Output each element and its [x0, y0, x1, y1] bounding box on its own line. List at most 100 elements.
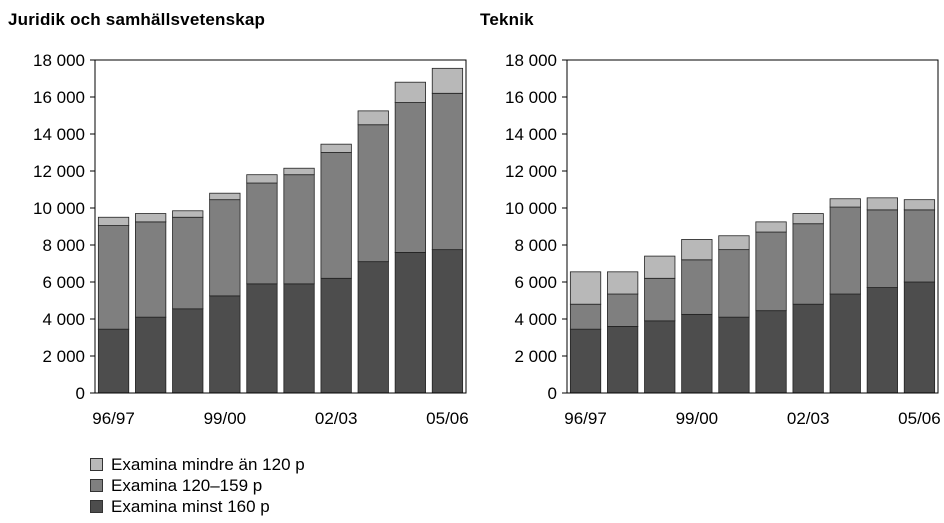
y-tick-label: 2 000: [42, 347, 85, 366]
x-tick-label: 99/00: [676, 409, 719, 428]
bar-segment: [792, 303, 824, 394]
legend-swatch: [90, 500, 103, 513]
x-tick-label: 96/97: [564, 409, 607, 428]
plot-frame: [94, 59, 467, 394]
plot-frame: [566, 59, 939, 394]
bar-segment: [569, 303, 602, 330]
bar-segment: [431, 92, 464, 251]
bar-segment: [644, 255, 676, 279]
bar-segment: [135, 316, 167, 394]
chart-title: Juridik och samhällsvetenskap: [8, 10, 266, 29]
bar-segment: [246, 283, 278, 394]
x-tick-label: 99/00: [204, 409, 247, 428]
bar-segment: [97, 225, 130, 330]
bar-segment: [431, 249, 464, 394]
bar-segment: [718, 249, 750, 318]
bar-segment: [607, 293, 639, 327]
bar-segment: [246, 174, 278, 184]
y-tick-label: 4 000: [42, 310, 85, 329]
bar-segment: [283, 167, 315, 176]
bar-segment: [903, 281, 936, 394]
y-tick-label: 6 000: [514, 273, 557, 292]
x-tick-label: 96/97: [92, 409, 135, 428]
chart-legend: Examina mindre än 120 p Examina 120–159 …: [90, 454, 305, 517]
legend-label: Examina minst 160 p: [111, 496, 270, 516]
bar-segment: [644, 277, 676, 322]
y-tick-label: 18 000: [505, 51, 557, 70]
legend-item-mindre-an-120: Examina mindre än 120 p: [90, 454, 305, 475]
bar-segment: [569, 328, 602, 394]
bar-segment: [866, 209, 898, 288]
x-tick-label: 02/03: [787, 409, 830, 428]
chart-title: Teknik: [480, 10, 534, 29]
y-tick-label: 10 000: [505, 199, 557, 218]
bar-segment: [866, 197, 898, 211]
bar-segment: [431, 67, 464, 94]
y-tick-label: 16 000: [33, 88, 85, 107]
bar-segment: [866, 287, 898, 394]
bar-segment: [607, 325, 639, 394]
bar-segment: [829, 293, 861, 394]
bar-segment: [172, 210, 204, 218]
bar-segment: [903, 199, 936, 211]
bar-segment: [829, 206, 861, 295]
bar-segment: [394, 251, 426, 394]
legend-item-120-159: Examina 120–159 p: [90, 475, 305, 496]
bar-segment: [755, 221, 787, 233]
bar-segment: [246, 182, 278, 285]
bar-segment: [320, 143, 352, 153]
bar-segment: [209, 192, 241, 201]
bar-segment: [718, 235, 750, 251]
bar-segment: [755, 310, 787, 394]
y-tick-label: 2 000: [514, 347, 557, 366]
bar-segment: [681, 239, 713, 261]
bar-segment: [644, 320, 676, 394]
bar-segment: [172, 308, 204, 394]
y-tick-label: 18 000: [33, 51, 85, 70]
bar-segment: [903, 209, 936, 283]
bar-segment: [172, 216, 204, 310]
y-tick-label: 10 000: [33, 199, 85, 218]
bar-segment: [569, 271, 602, 305]
bar-segment: [283, 283, 315, 394]
chart-panel-teknik: Teknik 0 2 000 4 000 6 000 8 000 10 000 12 000…: [472, 0, 944, 470]
x-tick-label: 05/06: [898, 409, 941, 428]
y-tick-label: 16 000: [505, 88, 557, 107]
chart-panel-juridik: Juridik och samhällsvetenskap 0 2 000 4 00…: [0, 0, 472, 470]
bar-segment: [829, 198, 861, 208]
bar-segment: [135, 213, 167, 223]
legend-label: Examina 120–159 p: [111, 475, 263, 495]
x-tick-label: 02/03: [315, 409, 358, 428]
bar-segment: [394, 102, 426, 253]
bar-segment: [283, 174, 315, 285]
stacked-bar-chart-juridik: 0 2 000 4 000 6 000 8 000 10 000 12 000 14 000 1…: [33, 51, 469, 428]
legend-swatch: [90, 479, 103, 492]
bar-segment: [97, 216, 130, 226]
y-tick-label: 0: [548, 384, 557, 403]
bar-segment: [792, 213, 824, 225]
bar-segment: [607, 271, 639, 295]
y-tick-label: 12 000: [505, 162, 557, 181]
y-tick-label: 4 000: [514, 310, 557, 329]
x-tick-label: 05/06: [426, 409, 469, 428]
y-tick-label: 6 000: [42, 273, 85, 292]
bar-segment: [320, 152, 352, 279]
legend-item-minst-160: Examina minst 160 p: [90, 496, 305, 517]
y-tick-label: 14 000: [33, 125, 85, 144]
bar-segment: [209, 295, 241, 394]
y-tick-label: 0: [76, 384, 85, 403]
legend-label: Examina mindre än 120 p: [111, 454, 305, 474]
stacked-bar-chart-teknik: 0 2 000 4 000 6 000 8 000 10 000 12 000 14 000 1…: [505, 51, 941, 428]
bar-segment: [97, 328, 130, 394]
y-tick-label: 14 000: [505, 125, 557, 144]
bar-segment: [755, 231, 787, 312]
y-tick-label: 12 000: [33, 162, 85, 181]
bar-segment: [681, 259, 713, 315]
y-tick-label: 8 000: [42, 236, 85, 255]
bar-segment: [718, 316, 750, 394]
bar-segment: [792, 223, 824, 305]
bar-segment: [681, 313, 713, 394]
bar-segment: [357, 124, 389, 263]
bar-segment: [209, 199, 241, 297]
bar-segment: [320, 277, 352, 394]
